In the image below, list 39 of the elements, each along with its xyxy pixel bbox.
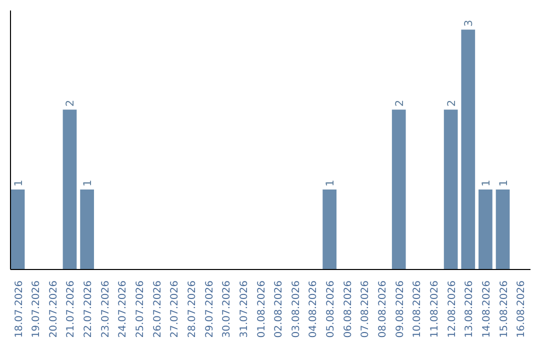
x-tick-label: 26.07.2026 [152, 280, 164, 338]
data-label: 2 [64, 100, 77, 107]
data-label: 2 [392, 100, 406, 107]
x-tick-label: 08.08.2026 [378, 280, 389, 338]
data-label: 1 [12, 180, 25, 187]
data-label: 1 [324, 180, 337, 187]
x-tick-label: 29.07.2026 [204, 280, 216, 338]
x-tick-label: 28.07.2026 [186, 280, 198, 338]
x-tick-label: 12.08.2026 [446, 280, 458, 338]
x-tick-label: 11.08.2026 [430, 280, 440, 338]
x-tick-label: 24.07.2026 [118, 280, 129, 338]
x-tick-label: 01.08.2026 [256, 280, 268, 338]
x-tick-label: 20.07.2026 [48, 280, 60, 338]
x-tick-label: 22.07.2026 [83, 280, 94, 338]
data-label: 1 [479, 180, 492, 187]
x-tick-label: 30.07.2026 [222, 280, 233, 338]
x-tick-label: 03.08.2026 [290, 280, 302, 338]
x-tick-label: 09.08.2026 [394, 280, 406, 338]
data-label: 3 [462, 20, 476, 27]
x-tick-label: 15.08.2026 [498, 280, 510, 338]
x-tick-label: 04.08.2026 [308, 280, 320, 338]
x-tick-label: 18.07.2026 [14, 280, 25, 338]
x-tick-label: 23.07.2026 [100, 280, 112, 338]
data-label: 1 [81, 180, 94, 187]
x-tick-label: 16.08.2026 [516, 280, 528, 338]
x-tick-label: 13.08.2026 [464, 280, 476, 338]
x-tick-label: 06.08.2026 [342, 280, 354, 338]
x-tick-label: 05.08.2026 [326, 280, 337, 338]
data-label: 1 [496, 180, 510, 187]
x-tick-label: 02.08.2026 [274, 280, 285, 338]
x-tick-label: 27.07.2026 [170, 280, 181, 338]
x-tick-label: 19.07.2026 [31, 280, 42, 338]
x-tick-label: 21.07.2026 [66, 280, 77, 338]
x-tick-label: 31.07.2026 [238, 280, 250, 338]
x-tick-label: 07.08.2026 [360, 280, 372, 338]
x-tick-label: 14.08.2026 [481, 280, 492, 338]
x-tick-label: 10.08.2026 [412, 280, 424, 338]
x-tick-label: 25.07.2026 [135, 280, 146, 338]
data-label: 2 [444, 100, 458, 107]
